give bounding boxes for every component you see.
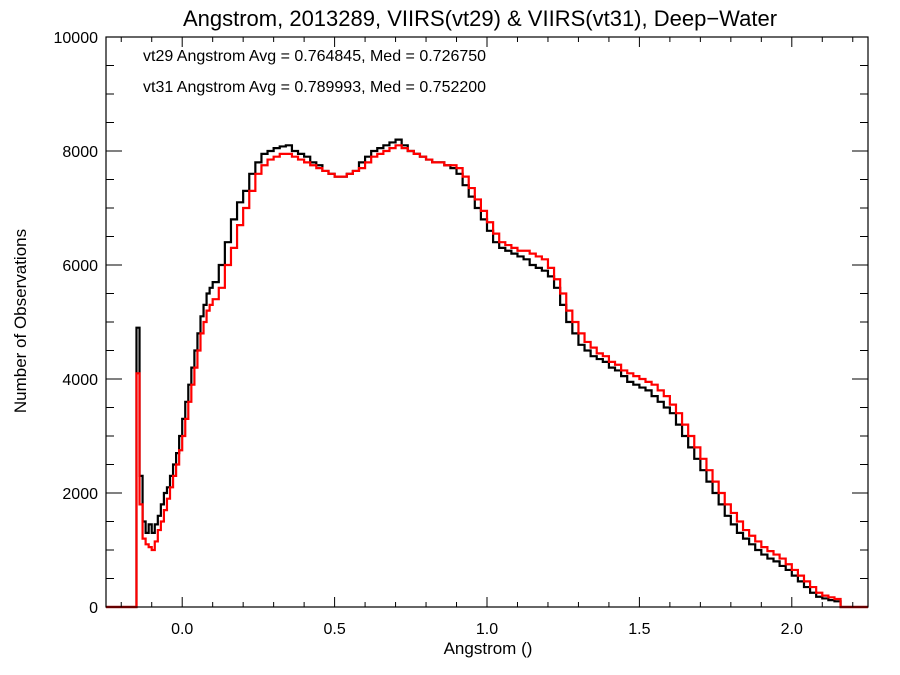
x-tick-label: 0.0 — [171, 621, 193, 638]
y-tick-label: 6000 — [62, 258, 98, 275]
annotation-vt29: vt29 Angstrom Avg = 0.764845, Med = 0.72… — [143, 48, 486, 65]
series-line-vt29 — [106, 138, 868, 609]
x-axis-label: Angstrom () — [444, 639, 533, 658]
series-layer — [106, 138, 868, 609]
x-tick-label: 2.0 — [781, 621, 803, 638]
y-axis: 0 2000 4000 6000 8000 10000 — [54, 30, 868, 617]
series-line-vt31 — [106, 144, 868, 609]
y-axis-label: Number of Observations — [11, 229, 30, 413]
y-tick-label: 0 — [89, 600, 98, 617]
annotation-vt31: vt31 Angstrom Avg = 0.789993, Med = 0.75… — [143, 79, 486, 96]
plot-frame — [105, 36, 869, 608]
y-tick-label: 10000 — [54, 30, 99, 47]
y-tick-label: 8000 — [62, 144, 98, 161]
x-tick-label: 1.5 — [628, 621, 650, 638]
y-tick-label: 2000 — [62, 486, 98, 503]
chart-title: Angstrom, 2013289, VIIRS(vt29) & VIIRS(v… — [183, 6, 777, 31]
x-tick-label: 0.5 — [323, 621, 345, 638]
x-tick-label: 1.0 — [476, 621, 498, 638]
y-tick-label: 4000 — [62, 372, 98, 389]
x-axis: 0.0 0.5 1.0 1.5 2.0 — [120, 37, 854, 638]
